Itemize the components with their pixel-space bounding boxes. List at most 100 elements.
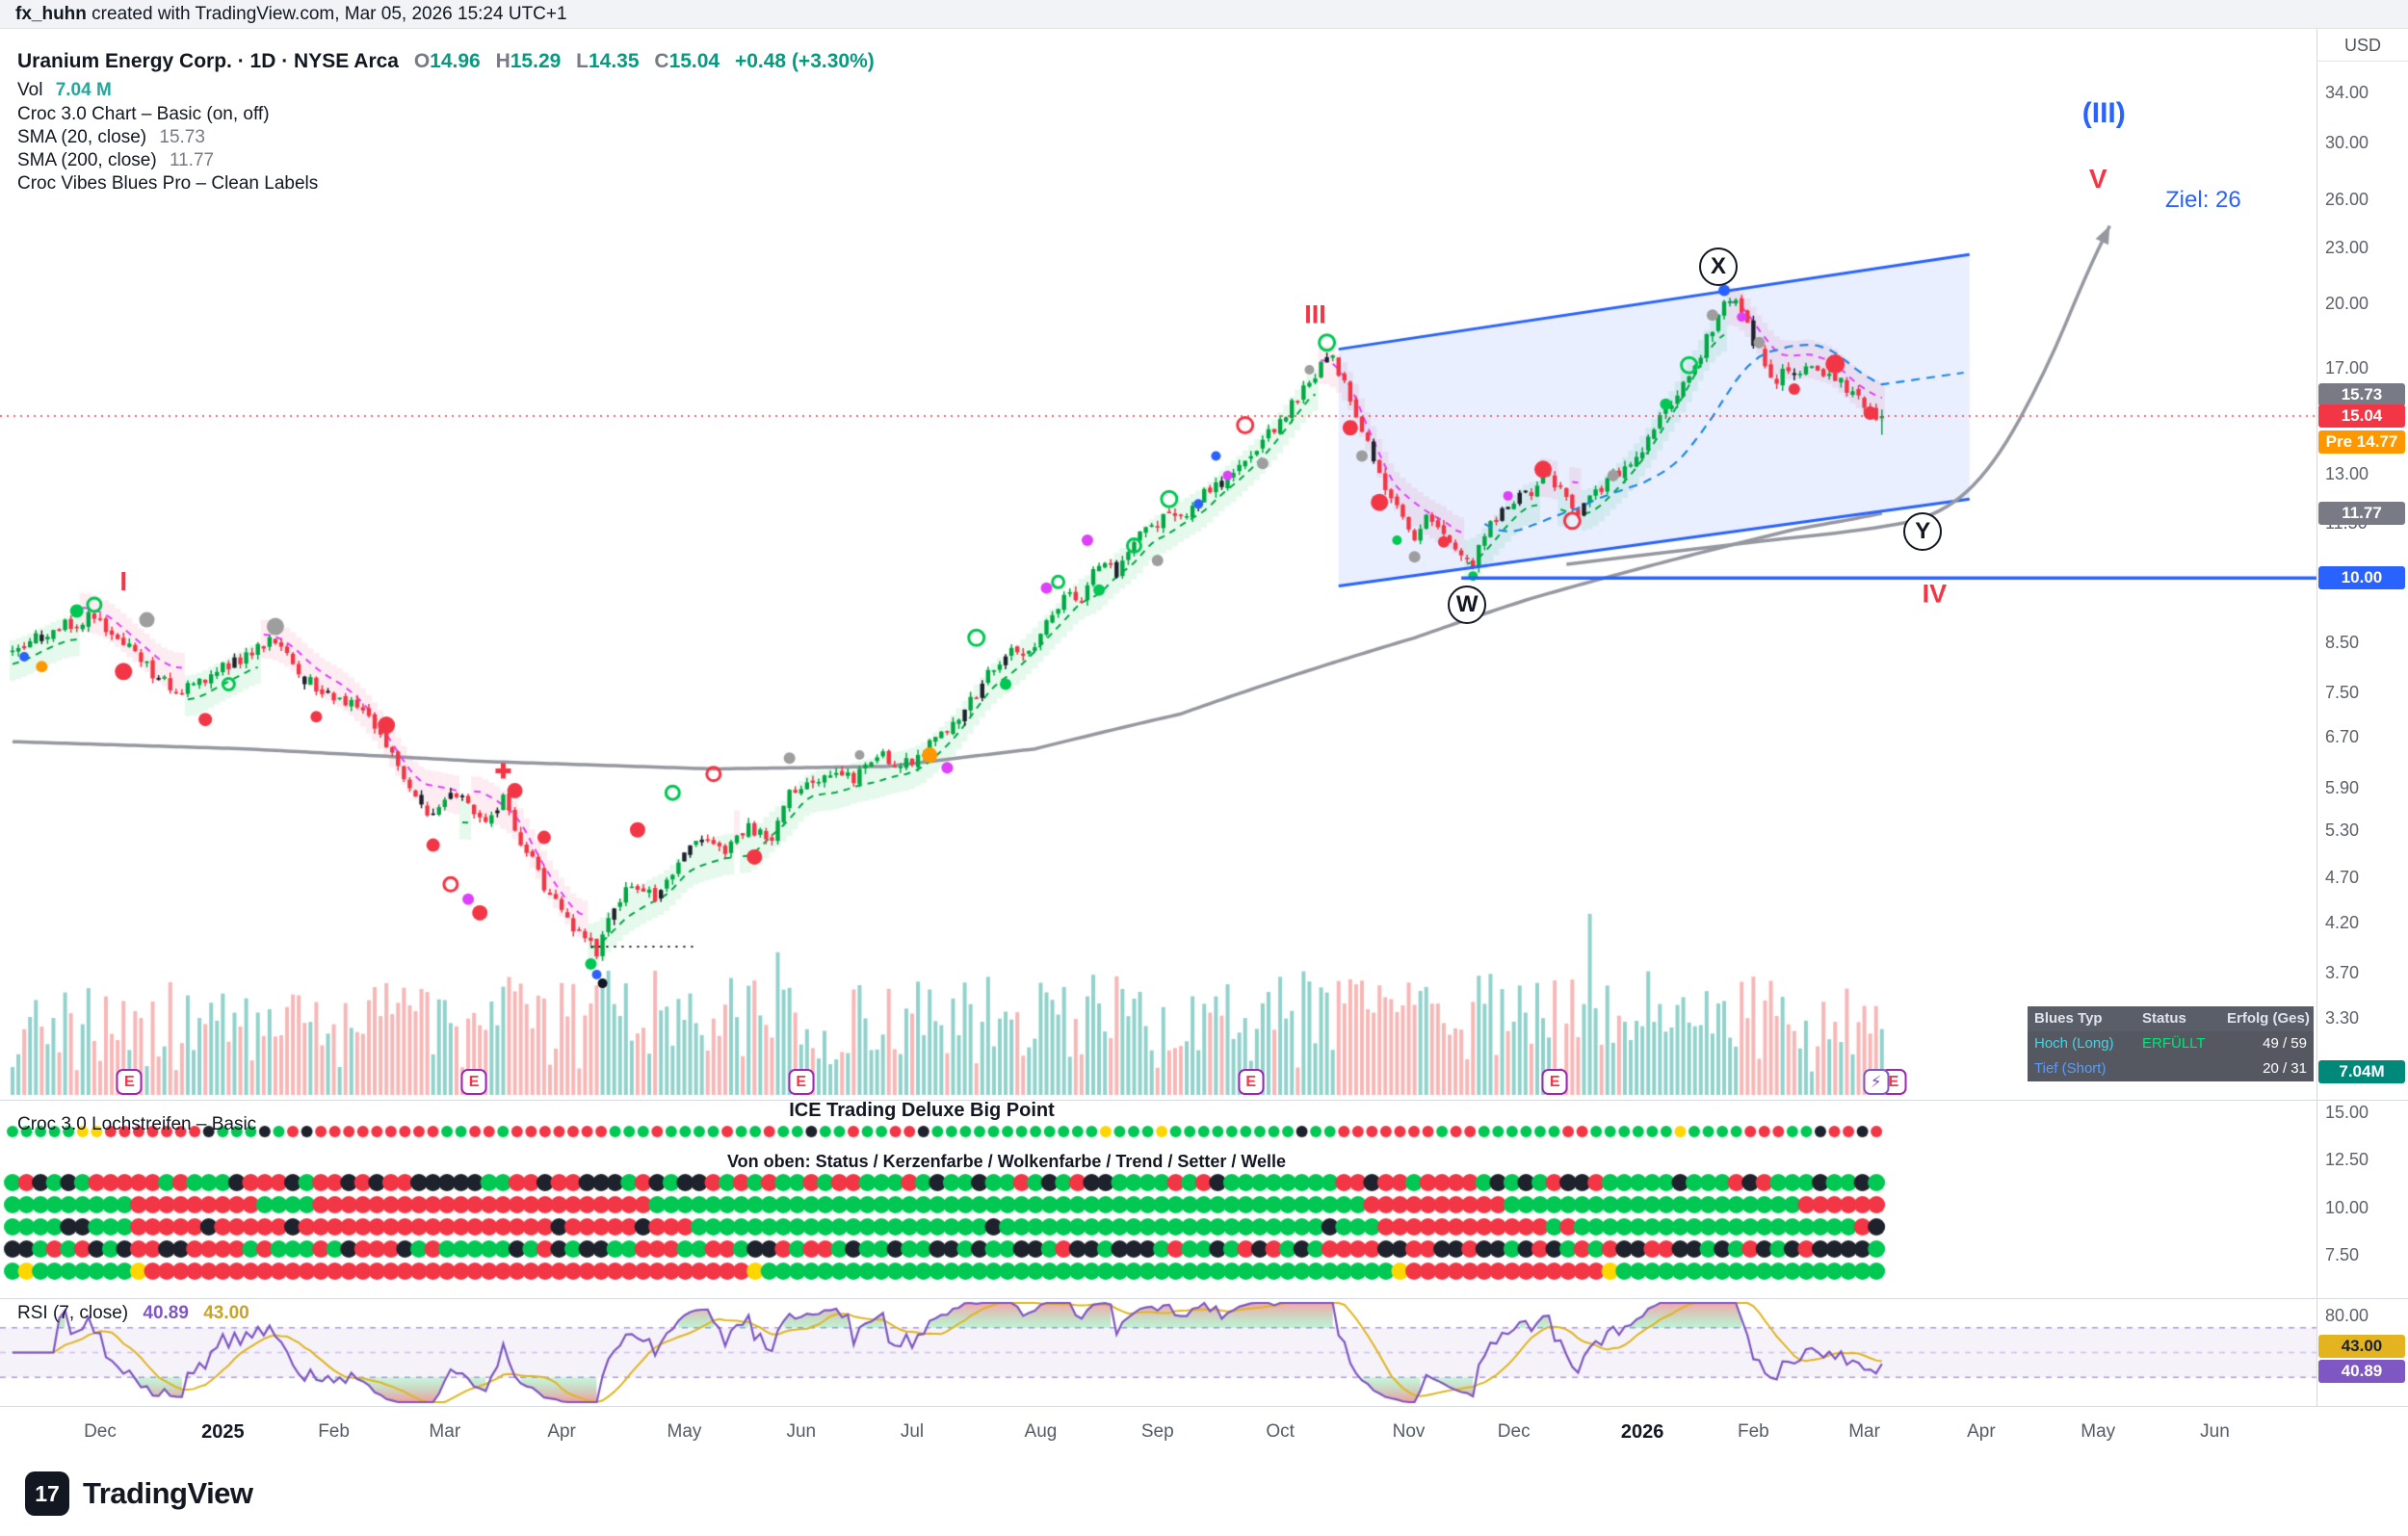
table-header-cell: Blues Typ [2034, 1010, 2103, 1027]
close-value: 15.04 [668, 50, 720, 72]
sma20-value: 15.73 [159, 127, 205, 147]
rsi-tick: 80.00 [2325, 1305, 2369, 1325]
volume-legend[interactable]: Vol 7.04 M [17, 79, 112, 102]
rsi-value-badge: 40.89 [2318, 1360, 2405, 1383]
time-label: Dec [1497, 1421, 1531, 1442]
indicator-croc-vibes[interactable]: Croc Vibes Blues Pro – Clean Labels [17, 172, 318, 195]
rsi-signal-badge: 43.00 [2318, 1335, 2405, 1358]
time-label: Oct [1266, 1421, 1295, 1442]
open-value: 14.96 [430, 50, 481, 72]
time-label: Aug [1024, 1421, 1058, 1442]
table-cell: 49 / 59 [2263, 1035, 2307, 1052]
price-tick: 3.70 [2325, 962, 2360, 982]
pane-separator-1[interactable] [0, 1100, 2408, 1101]
pane2-tick: 15.00 [2325, 1103, 2369, 1122]
sma200-value: 11.77 [169, 150, 215, 170]
wave-x-label[interactable]: X [1698, 247, 1738, 287]
watermark-text: created with TradingView.com, Mar 05, 20… [86, 4, 567, 24]
earnings-icon[interactable]: E [116, 1069, 143, 1095]
time-label: Mar [1848, 1421, 1880, 1442]
change-value: +0.48 (+3.30%) [734, 50, 875, 72]
rsi-value: 40.89 [143, 1303, 189, 1323]
time-label: Mar [429, 1421, 461, 1442]
rsi-legend[interactable]: RSI (7, close) 40.89 43.00 [17, 1302, 249, 1325]
close-label: C [654, 50, 669, 72]
time-label: Dec [84, 1421, 117, 1442]
premarket-price-badge: Pre 14.77 [2318, 430, 2405, 454]
high-label: H [495, 50, 510, 72]
target-label[interactable]: Ziel: 26 [2165, 187, 2241, 214]
earnings-icon[interactable]: E [788, 1069, 815, 1095]
open-label: O [413, 50, 431, 72]
low-label: L [576, 50, 589, 72]
indicator-croc-chart[interactable]: Croc 3.0 Chart – Basic (on, off) [17, 103, 270, 126]
price-tick: 5.30 [2325, 820, 2360, 840]
indicator-sma200[interactable]: SMA (200, close) 11.77 [17, 149, 214, 172]
time-label-year: 2025 [201, 1421, 245, 1443]
tradingview-logo-mark: 17 [25, 1471, 69, 1516]
last-price-badge: 15.04 [2318, 404, 2405, 429]
pane2-tick: 7.50 [2325, 1245, 2360, 1264]
wave-3-label[interactable]: III [1304, 299, 1326, 329]
time-label: Apr [547, 1421, 576, 1442]
indicator-croc-chart-label: Croc 3.0 Chart – Basic (on, off) [17, 104, 270, 124]
price-tick: 4.20 [2325, 912, 2360, 932]
tradingview-logo[interactable]: 17 TradingView [25, 1471, 253, 1516]
time-label: May [2081, 1421, 2116, 1442]
volume-value: 7.04 M [55, 80, 112, 100]
price-tick: 4.70 [2325, 868, 2360, 888]
wave-w-label[interactable]: W [1448, 585, 1487, 624]
earnings-icon[interactable]: E [1238, 1069, 1265, 1095]
rsi-signal-value: 43.00 [203, 1303, 249, 1323]
price-tick: 30.00 [2325, 132, 2369, 152]
rsi-label: RSI (7, close) [17, 1303, 129, 1323]
currency-label[interactable]: USD [2317, 29, 2408, 62]
high-value: 15.29 [510, 50, 562, 72]
time-label: Sep [1140, 1421, 1174, 1442]
indicator-sma20[interactable]: SMA (20, close) 15.73 [17, 126, 205, 149]
price-tick: 8.50 [2325, 633, 2360, 653]
author-name: fx_huhn [15, 4, 87, 24]
blues-stats-table: Blues Typ Status Erfolg (Ges) Hoch (Long) ER… [2028, 1006, 2314, 1081]
price-tick: 3.30 [2325, 1007, 2360, 1028]
level-10-badge: 10.00 [2318, 566, 2405, 590]
time-label: Nov [1392, 1421, 1426, 1442]
earnings-icon[interactable]: E [460, 1069, 487, 1095]
price-tick: 7.50 [2325, 682, 2360, 702]
ice-trading-title: ICE Trading Deluxe Big Point [789, 1100, 1055, 1121]
tradingview-brand-text: TradingView [83, 1476, 253, 1510]
price-tick: 34.00 [2325, 83, 2369, 102]
pane2-tick: 12.50 [2325, 1150, 2369, 1169]
symbol-status-line[interactable]: Uranium Energy Corp. · 1D · NYSE Arca O1… [17, 50, 875, 73]
table-cell: Tief (Short) [2034, 1060, 2107, 1077]
sma200-label: SMA (200, close) [17, 150, 157, 170]
table-cell: 20 / 31 [2263, 1060, 2307, 1077]
low-value: 14.35 [588, 50, 640, 72]
table-row: Tief (Short) 20 / 31 [2028, 1056, 2314, 1081]
price-tick: 5.90 [2325, 777, 2360, 797]
table-header-cell: Erfolg (Ges) [2227, 1010, 2310, 1027]
pane-separator-3[interactable] [0, 1406, 2408, 1407]
earnings-icon[interactable]: E [1541, 1069, 1568, 1095]
wave-iii-major-label[interactable]: (III) [2081, 97, 2126, 130]
alert-lightning-icon[interactable]: ⚡ [1863, 1069, 1890, 1095]
watermark-bar: fx_huhn created with TradingView.com, Ma… [0, 0, 2408, 29]
volume-badge: 7.04M [2318, 1060, 2405, 1083]
time-label-year: 2026 [1620, 1421, 1664, 1443]
pane-separator-2[interactable] [0, 1298, 2408, 1299]
pane2-tick: 10.00 [2325, 1198, 2369, 1217]
lochstreifen-legend[interactable]: Croc 3.0 Lochstreifen – Basic [17, 1113, 256, 1136]
row-order-subtitle: Von oben: Status / Kerzenfarbe / Wolkenf… [726, 1152, 1287, 1171]
indicator-croc-vibes-label: Croc Vibes Blues Pro – Clean Labels [17, 173, 319, 194]
wave-y-label[interactable]: Y [1903, 511, 1943, 551]
price-tick: 26.00 [2325, 189, 2369, 209]
wave-5-label[interactable]: V [2088, 164, 2107, 195]
sma200-price-badge: 11.77 [2318, 502, 2405, 526]
wave-4-label[interactable]: IV [1922, 579, 1948, 609]
axis-border [2316, 29, 2317, 1406]
lochstreifen-legend-label: Croc 3.0 Lochstreifen – Basic [17, 1114, 257, 1134]
wave-1-label[interactable]: I [119, 566, 128, 597]
time-label: Jul [900, 1421, 925, 1442]
time-label: May [667, 1421, 702, 1442]
